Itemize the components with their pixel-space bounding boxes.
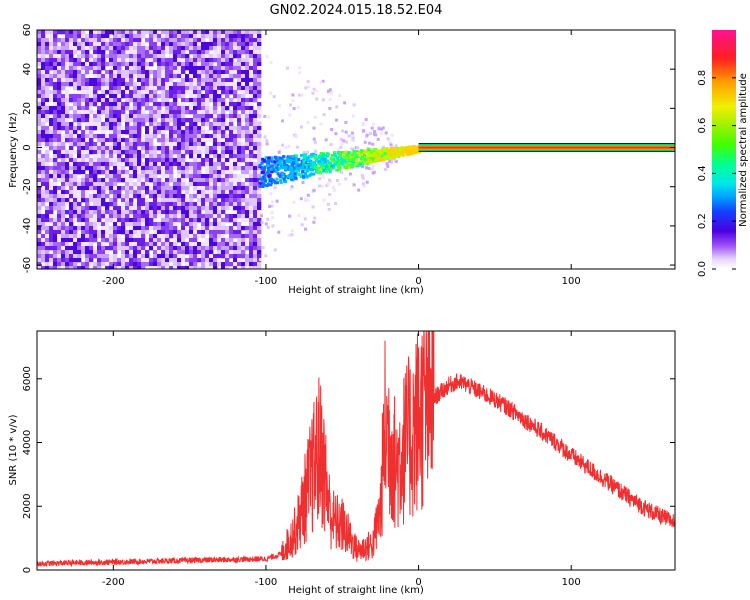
colorbar-ticks: 0.0 0.2 0.4 0.6 0.8 xyxy=(697,70,736,277)
y-tick-label: 20 xyxy=(22,102,33,115)
colorbar: 0.0 0.2 0.4 0.6 0.8 Normalized spectral ampl… xyxy=(697,30,749,277)
x-tick-label: -200 xyxy=(102,577,125,588)
x-tick-label: -200 xyxy=(102,276,125,287)
colorbar-tick-label: 0.2 xyxy=(697,213,708,229)
colorbar-gradient xyxy=(712,30,736,269)
snr-frame xyxy=(36,330,676,571)
x-tick-label: -100 xyxy=(255,577,278,588)
y-tick-label: -60 xyxy=(22,257,33,273)
snr-ylabel: SNR (10 * v/v) xyxy=(8,414,19,485)
spectrogram-xlabel: Height of straight line (km) xyxy=(288,285,424,296)
y-tick-label: 0 xyxy=(22,144,33,150)
y-tick-label: -20 xyxy=(22,179,33,195)
colorbar-tick-label: 0.8 xyxy=(697,70,708,86)
colorbar-tick-label: 0.4 xyxy=(697,165,708,181)
x-tick-label: 0 xyxy=(415,577,421,588)
y-tick-label: 0 xyxy=(22,567,33,573)
x-tick-label: -100 xyxy=(255,276,278,287)
colorbar-tick-label: 0.6 xyxy=(697,118,708,134)
x-tick-label: 100 xyxy=(562,577,581,588)
y-tick-label: 6000 xyxy=(22,366,33,391)
spectrogram-ylabel: Frequency (Hz) xyxy=(8,112,19,188)
carrier-band-core xyxy=(418,146,675,149)
y-tick-label: 60 xyxy=(22,24,33,37)
y-tick-label: -40 xyxy=(22,218,33,234)
colorbar-tick-label: 0.0 xyxy=(697,261,708,277)
snr-series-line xyxy=(37,331,675,568)
chart-title: GN02.2024.015.18.52.E04 xyxy=(270,3,443,18)
snr-xlabel: Height of straight line (km) xyxy=(288,585,424,596)
y-tick-label: 4000 xyxy=(22,430,33,455)
x-tick-label: 100 xyxy=(562,276,581,287)
x-tick-label: 0 xyxy=(415,276,421,287)
spectrogram-heatmap xyxy=(37,30,675,269)
y-tick-label: 2000 xyxy=(22,494,33,519)
snr-background xyxy=(37,331,675,570)
y-tick-label: 40 xyxy=(22,63,33,76)
colorbar-label: Normalized spectral amplitude xyxy=(738,73,749,227)
spectrogram-frame xyxy=(36,29,676,270)
